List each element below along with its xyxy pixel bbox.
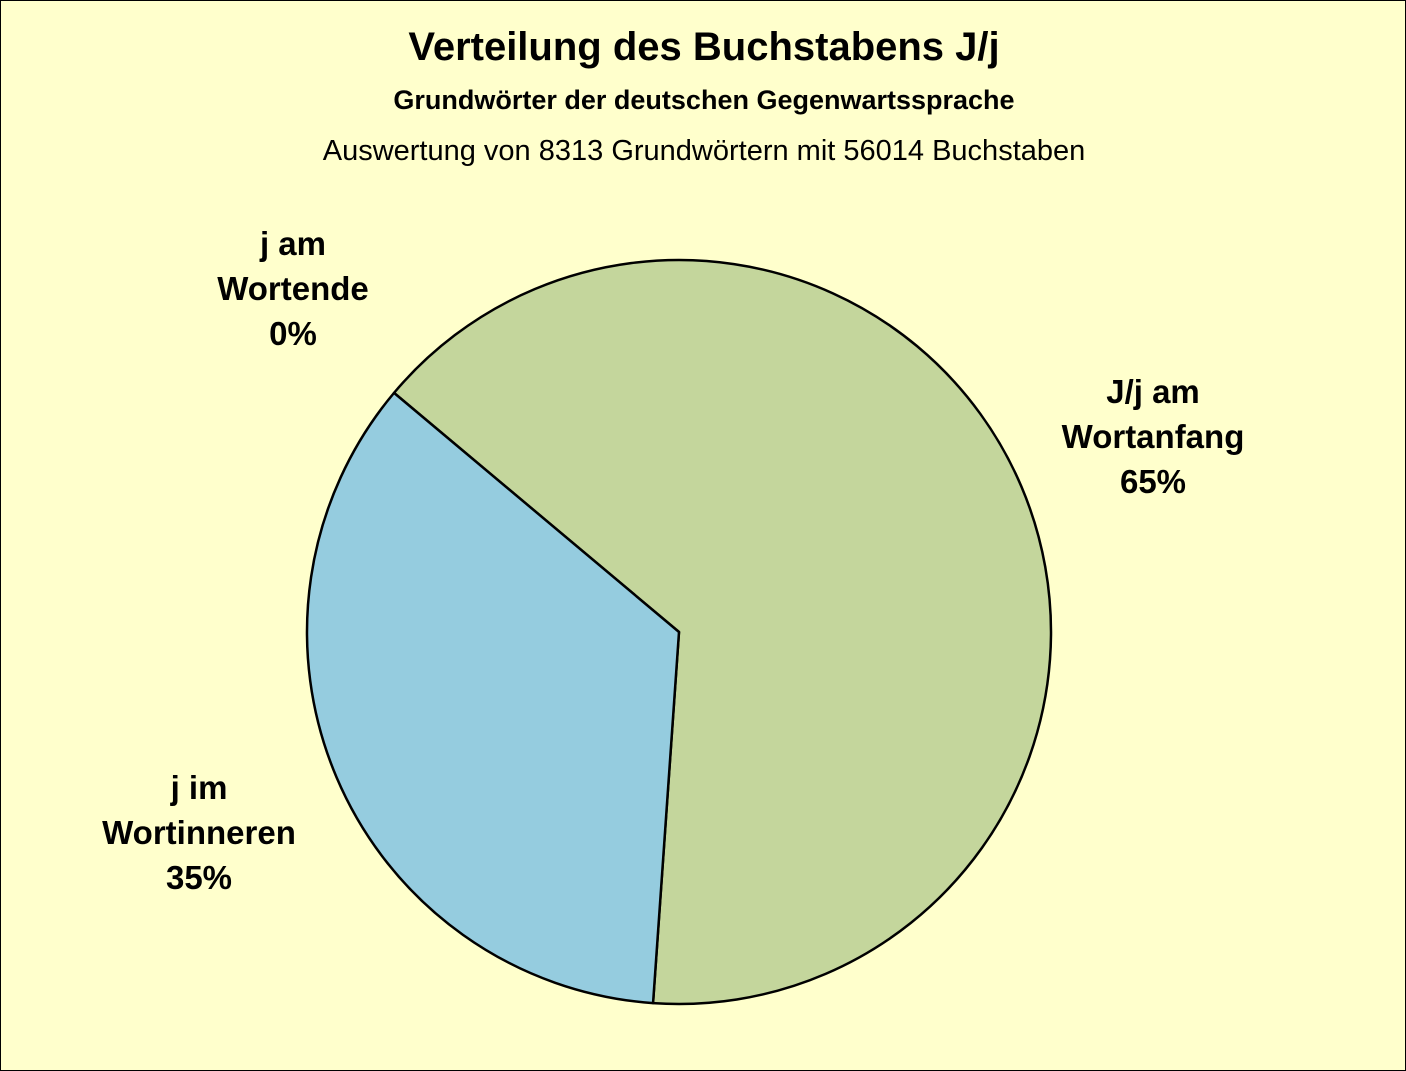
slice-label-wortinneren: j im Wortinneren 35% — [102, 769, 296, 896]
slice-label-wortanfang: J/j am Wortanfang 65% — [1062, 373, 1245, 500]
chart-title: Verteilung des Buchstabens J/j — [408, 25, 1000, 69]
slice-label-line: 65% — [1120, 463, 1186, 500]
slice-label-line: 35% — [166, 859, 232, 896]
chart-subtitle-2: Auswertung von 8313 Grundwörtern mit 560… — [322, 135, 1086, 167]
slice-label-line: Wortende — [217, 270, 369, 307]
slice-label-line: Wortanfang — [1062, 418, 1245, 455]
pie-labels: J/j am Wortanfang 65% j am Wortende 0% j im Wor… — [102, 225, 1244, 896]
slice-label-line: J/j am — [1106, 373, 1200, 410]
slice-label-line: 0% — [269, 315, 317, 352]
slice-label-wortende: j am Wortende 0% — [217, 225, 369, 352]
slice-label-line: j im — [170, 769, 228, 806]
pie-slice-wortinneren — [305, 391, 681, 1005]
slice-label-line: Wortinneren — [102, 814, 296, 851]
slice-label-line: j am — [259, 225, 326, 262]
pie-slice-wortanfang — [392, 258, 1053, 1006]
pie-slices — [305, 258, 1053, 1006]
chart-subtitle: Grundwörter der deutschen Gegenwartsspra… — [393, 85, 1015, 115]
